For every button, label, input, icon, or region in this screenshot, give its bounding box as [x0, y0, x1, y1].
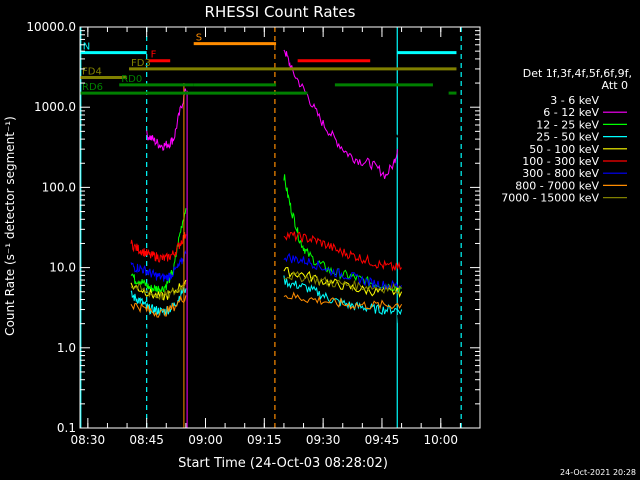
y-tick-label-0-1: 0.1 — [57, 421, 76, 435]
series-line-4 — [146, 88, 187, 152]
legend-label-300-800-kev: 300 - 800 keV — [522, 167, 599, 180]
series-line-14 — [130, 250, 187, 282]
series-line-17 — [283, 291, 403, 310]
flag-label-fd4: FD4 — [82, 66, 102, 77]
legend-label-50-100-kev: 50 - 100 keV — [529, 143, 599, 156]
timestamp: 24-Oct-2021 20:28 — [560, 468, 636, 477]
series-line-3 — [397, 315, 414, 369]
x-tick-label-09-45: 09:45 — [365, 433, 400, 447]
legend-label-100-300-kev: 100 - 300 keV — [522, 155, 599, 168]
flag-label-f: F — [151, 50, 157, 61]
series-line-10 — [130, 279, 187, 301]
x-tick-label-09-00: 09:00 — [188, 433, 223, 447]
x-tick-label-09-30: 09:30 — [306, 433, 341, 447]
y-tick-label-1000-0: 1000.0 — [34, 100, 76, 114]
series-line-13 — [283, 231, 402, 272]
series-line-2 — [283, 63, 399, 145]
legend-label-7000-15000-kev: 7000 - 15000 keV — [501, 192, 599, 205]
flag-label-rd0: RD0 — [121, 74, 142, 85]
x-tick-label-09-15: 09:15 — [247, 433, 282, 447]
flag-label-n: N — [83, 42, 90, 53]
legend-label-25-50-kev: 25 - 50 keV — [536, 131, 599, 144]
legend-title-line-1: Det 1f,3f,4f,5f,6f,9f, — [523, 67, 632, 80]
series-line-0 — [130, 288, 148, 335]
flag-label-fd3: FD3 — [131, 58, 151, 69]
series-line-1 — [146, 86, 187, 137]
series-line-7 — [283, 174, 402, 294]
legend-label-12-25-kev: 12 - 25 keV — [536, 118, 599, 131]
series-line-15 — [283, 252, 403, 291]
y-tick-label-1-0: 1.0 — [57, 341, 76, 355]
x-tick-label-10-00: 10:00 — [423, 433, 458, 447]
legend-label-6-12-kev: 6 - 12 keV — [543, 106, 599, 119]
series-line-6 — [130, 208, 187, 294]
legend-label-800-7000-kev: 800 - 7000 keV — [515, 179, 599, 192]
y-axis-label: Count Rate (s⁻¹ detector segment⁻¹) — [3, 116, 17, 336]
series-line-16 — [130, 295, 187, 318]
legend-label-3-6-kev: 3 - 6 keV — [550, 94, 599, 107]
y-tick-label-100-0: 100.0 — [42, 180, 76, 194]
series-line-12 — [130, 231, 187, 263]
y-tick-label-10-0: 10.0 — [49, 261, 76, 275]
x-tick-label-08-45: 08:45 — [129, 433, 164, 447]
y-tick-label-10000-0: 10000.0 — [26, 20, 76, 34]
plot-frame — [79, 26, 481, 429]
flag-label-rd6: RD6 — [82, 82, 103, 93]
flag-label-s: S — [196, 33, 202, 44]
series-line-18 — [130, 282, 187, 301]
series-line-19 — [283, 270, 402, 294]
x-tick-label-08-30: 08:30 — [71, 433, 106, 447]
x-axis-label: Start Time (24-Oct-03 08:28:02) — [178, 456, 388, 471]
chart-title: RHESSI Count Rates — [205, 3, 356, 21]
series-line-5 — [283, 49, 399, 179]
legend-title-line-2: Att 0 — [602, 79, 628, 92]
